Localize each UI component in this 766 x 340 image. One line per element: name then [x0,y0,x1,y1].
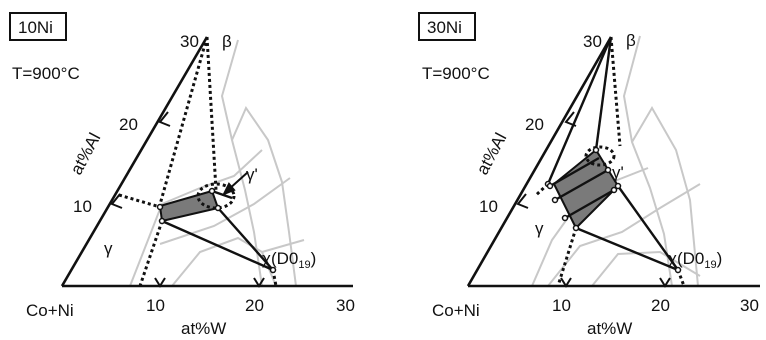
composition-box [418,12,476,41]
dotted-boundaries [118,36,278,287]
y-tick-20: 20 [119,115,138,134]
temperature-label: T=900°C [422,64,490,83]
x-tick-10: 10 [552,296,571,315]
corner-label: Co+Ni [432,301,480,320]
y-axis-label: at%Al [67,130,105,178]
gamma-prime-label: γ' [246,165,258,184]
gamma-label: γ [535,219,544,238]
x-tick-marks [154,277,265,288]
triangle-axes [466,36,760,288]
x-tick-30: 30 [740,296,759,315]
gray-phase-boundaries [129,39,305,287]
x-tick-marks [560,277,671,288]
gamma-label: γ [104,239,113,258]
junction-points [544,146,682,274]
y-tick-30: 30 [583,32,602,51]
panel-10ni: 10Ni T=900°C [9,12,355,338]
y-tick-marks [516,111,577,209]
y-tick-10: 10 [479,197,498,216]
composition-label: 10Ni [18,18,53,37]
gray-phase-boundaries [531,35,701,287]
y-tick-10: 10 [73,197,92,216]
triangle-axes [60,36,353,288]
y-tick-30: 30 [180,32,199,51]
gamma-prime-label: γ' [612,163,624,182]
chi-label: χ(D019) [262,249,316,271]
beta-label: β [626,31,636,50]
composition-box [9,12,67,41]
gamma-prime-arrow [221,171,249,196]
chi-label: χ(D019) [668,249,722,271]
y-tick-20: 20 [525,115,544,134]
beta-label: β [222,32,232,51]
x-tick-30: 30 [336,296,355,315]
tie-lines [546,36,679,272]
tie-lines [161,189,274,272]
panel-30ni: 30Ni T=900°C [418,12,760,338]
x-axis-label: at%W [587,319,632,338]
y-axis-label: at%Al [473,130,511,178]
temperature-label: T=900°C [12,64,80,83]
x-tick-20: 20 [651,296,670,315]
x-tick-20: 20 [245,296,264,315]
y-tick-marks [110,111,171,209]
corner-label: Co+Ni [26,301,74,320]
composition-label: 30Ni [427,18,462,37]
x-axis-label: at%W [181,319,226,338]
junction-points [156,187,277,274]
x-tick-10: 10 [146,296,165,315]
